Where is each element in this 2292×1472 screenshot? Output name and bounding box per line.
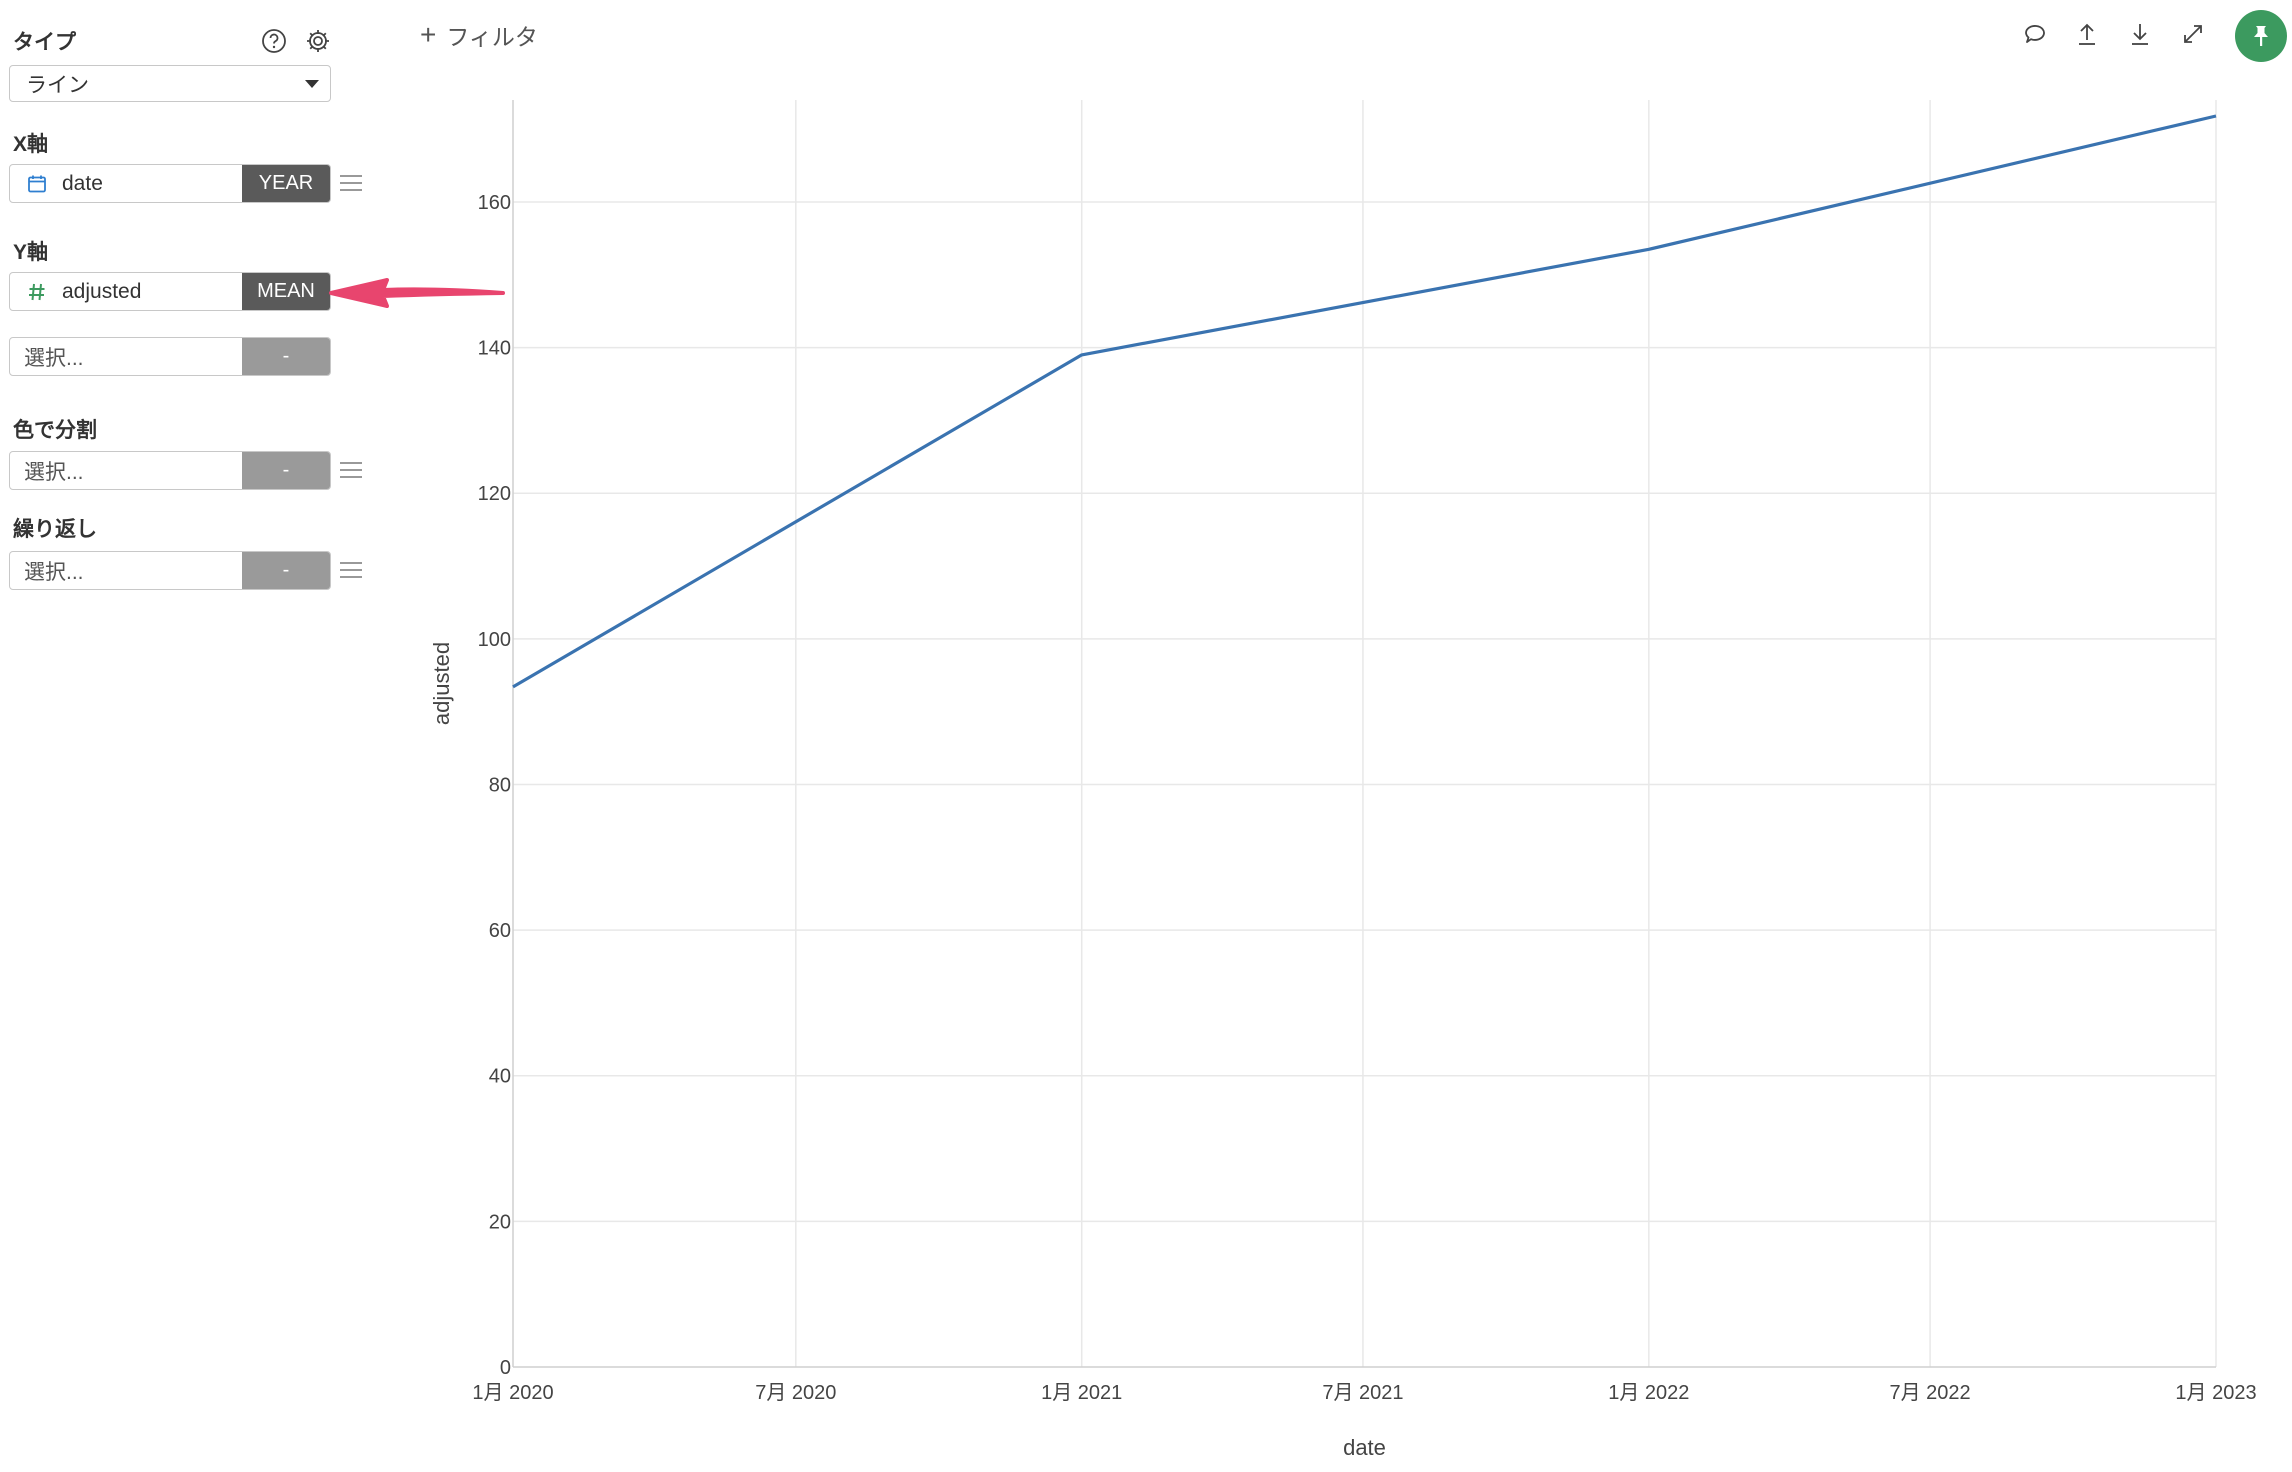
add-filter-button[interactable]: + フィルタ [420, 18, 538, 52]
hash-icon [26, 282, 48, 302]
download-icon[interactable] [2124, 18, 2156, 50]
repeat-label: 繰り返し [13, 518, 97, 541]
chart-series [512, 114, 2217, 689]
chart-type-select[interactable]: ライン [9, 65, 331, 102]
color-split-agg-button[interactable]: - [242, 452, 330, 489]
y-tick-label: 160 [478, 192, 511, 214]
pin-icon [2254, 26, 2268, 46]
filter-label: フィルタ [446, 24, 538, 50]
annotation-arrow [329, 278, 505, 308]
y-tick-label: 80 [489, 774, 511, 796]
plus-icon: + [420, 19, 437, 50]
question-circle-icon[interactable] [259, 26, 289, 56]
y-tick-label: 100 [478, 629, 511, 651]
repeat-agg-button[interactable]: - [242, 552, 330, 589]
x-tick-label: 1月 2021 [1041, 1382, 1122, 1404]
y-tick-label: 40 [489, 1066, 511, 1088]
repeat-menu-icon[interactable] [340, 562, 362, 580]
color-split-menu-icon[interactable] [340, 462, 362, 480]
y-tick-label: 20 [489, 1211, 511, 1233]
x-axis-title: date [1343, 1435, 1386, 1460]
x-axis-agg-button[interactable]: YEAR [242, 165, 330, 202]
y-axis-field[interactable]: adjusted MEAN [9, 272, 331, 311]
expand-icon[interactable] [2177, 18, 2209, 50]
y-axis-title: adjusted [429, 642, 454, 725]
x-tick-label: 7月 2022 [1890, 1382, 1971, 1404]
comment-icon[interactable] [2019, 18, 2051, 50]
x-axis-field-main[interactable]: date [10, 165, 242, 202]
color-split-field[interactable]: 選択... - [9, 451, 331, 490]
y-axis-extra-placeholder: 選択... [24, 346, 84, 370]
type-label: タイプ [13, 31, 76, 54]
x-axis-label: X軸 [13, 133, 49, 156]
y-tick-label: 0 [500, 1357, 511, 1379]
y-axis-field-name: adjusted [62, 279, 142, 303]
chart-axes [512, 100, 2216, 1368]
x-tick-label: 1月 2020 [472, 1382, 553, 1404]
x-tick-label: 1月 2022 [1608, 1382, 1689, 1404]
chart-ticks: 0 20 40 60 80 100 120 140 160 1月 2020 7月 2020 1月 20… [472, 192, 2256, 1404]
pin-button[interactable] [2235, 10, 2287, 62]
repeat-placeholder: 選択... [24, 560, 84, 584]
y-tick-label: 140 [478, 338, 511, 360]
chevron-down-icon [305, 80, 319, 88]
color-split-placeholder: 選択... [24, 460, 84, 484]
y-axis-label: Y軸 [13, 241, 49, 264]
chart-type-value: ライン [26, 73, 89, 97]
y-tick-label: 120 [478, 483, 511, 505]
x-axis-menu-icon[interactable] [340, 175, 362, 193]
repeat-field-main[interactable]: 選択... [10, 552, 242, 589]
color-split-field-main[interactable]: 選択... [10, 452, 242, 489]
y-axis-field-main[interactable]: adjusted [10, 273, 242, 310]
y-tick-label: 60 [489, 920, 511, 942]
y-axis-extra-field-main[interactable]: 選択... [10, 338, 242, 375]
x-tick-label: 7月 2020 [755, 1382, 836, 1404]
calendar-icon [26, 174, 48, 194]
series-line [512, 114, 2217, 689]
upload-icon[interactable] [2071, 18, 2103, 50]
chart-grid [513, 100, 2217, 1367]
color-split-label: 色で分割 [13, 419, 97, 442]
x-axis-field[interactable]: date YEAR [9, 164, 331, 203]
repeat-field[interactable]: 選択... - [9, 551, 331, 590]
gear-icon[interactable] [303, 26, 333, 56]
x-axis-field-name: date [62, 171, 103, 195]
y-axis-extra-agg-button[interactable]: - [242, 338, 330, 375]
y-axis-extra-field[interactable]: 選択... - [9, 337, 331, 376]
x-tick-label: 1月 2023 [2175, 1382, 2256, 1404]
x-tick-label: 7月 2021 [1322, 1382, 1403, 1404]
y-axis-agg-button[interactable]: MEAN [242, 273, 330, 310]
